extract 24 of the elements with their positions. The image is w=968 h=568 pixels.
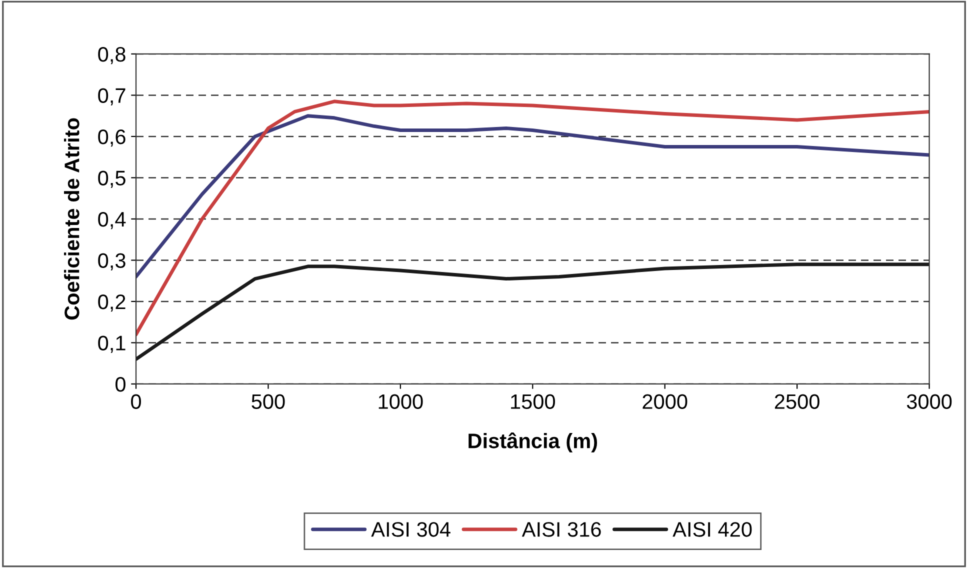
y-tick-label: 0,8 bbox=[98, 46, 126, 64]
y-tick-label: 0,2 bbox=[98, 294, 126, 312]
x-tick-label: 3000 bbox=[906, 394, 952, 409]
y-tick-label: 0,6 bbox=[98, 129, 126, 147]
x-tick-label: 1000 bbox=[378, 394, 423, 409]
line-series bbox=[136, 114, 930, 278]
x-tick-label: 2000 bbox=[642, 394, 688, 409]
x-axis-title: Distância (m) bbox=[468, 432, 598, 452]
y-tick-label: 0,5 bbox=[98, 170, 126, 188]
y-tick-label: 0,7 bbox=[98, 88, 126, 106]
x-tick-label: 0 bbox=[131, 394, 141, 409]
y-tick-label: 0,1 bbox=[98, 336, 126, 353]
y-tick-label: 0,4 bbox=[98, 212, 126, 230]
legend-label: AISI 420 bbox=[672, 522, 752, 537]
legend-label: AISI 316 bbox=[522, 522, 601, 537]
legend-label: AISI 304 bbox=[371, 522, 450, 537]
x-tick-label: 500 bbox=[252, 394, 285, 409]
y-tick-label: 0,3 bbox=[98, 253, 126, 270]
y-axis-title: Coeficiente de Atrito bbox=[64, 118, 80, 320]
x-tick-label: 2500 bbox=[774, 394, 820, 409]
y-tick-label: 0 bbox=[116, 376, 126, 392]
line-series bbox=[136, 100, 930, 336]
line-series bbox=[136, 262, 930, 361]
x-tick-label: 1500 bbox=[511, 394, 555, 409]
